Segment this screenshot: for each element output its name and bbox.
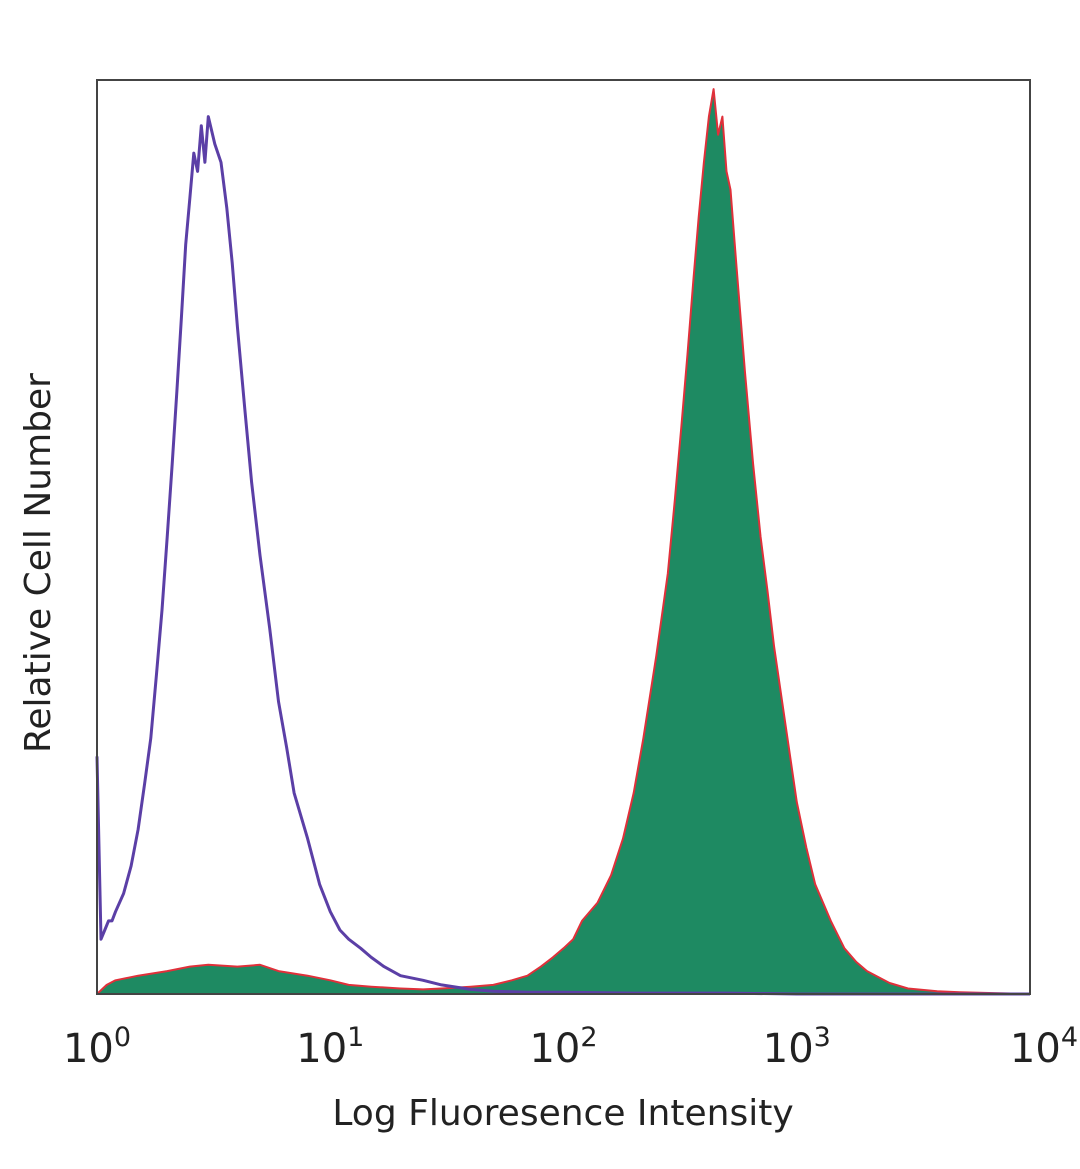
plot-frame — [96, 79, 1031, 995]
series-layer — [95, 88, 1031, 996]
x-tick-label-1: 101 — [296, 1022, 364, 1072]
x-tick-label-4: 104 — [1010, 1022, 1078, 1072]
x-tick-layer: 100 101 102 103 104 — [63, 1022, 1078, 1072]
series-1-filled-histogram — [96, 88, 1031, 995]
y-axis-label: Relative Cell Number — [18, 373, 59, 753]
x-tick-label-3: 103 — [763, 1022, 831, 1072]
x-tick-label-0: 100 — [63, 1022, 131, 1072]
series-0-outline-histogram — [95, 115, 1030, 996]
plot-background — [97, 80, 1030, 994]
x-tick-label-2: 102 — [529, 1022, 597, 1072]
x-axis-label: Log Fluoresence Intensity — [332, 1093, 793, 1134]
